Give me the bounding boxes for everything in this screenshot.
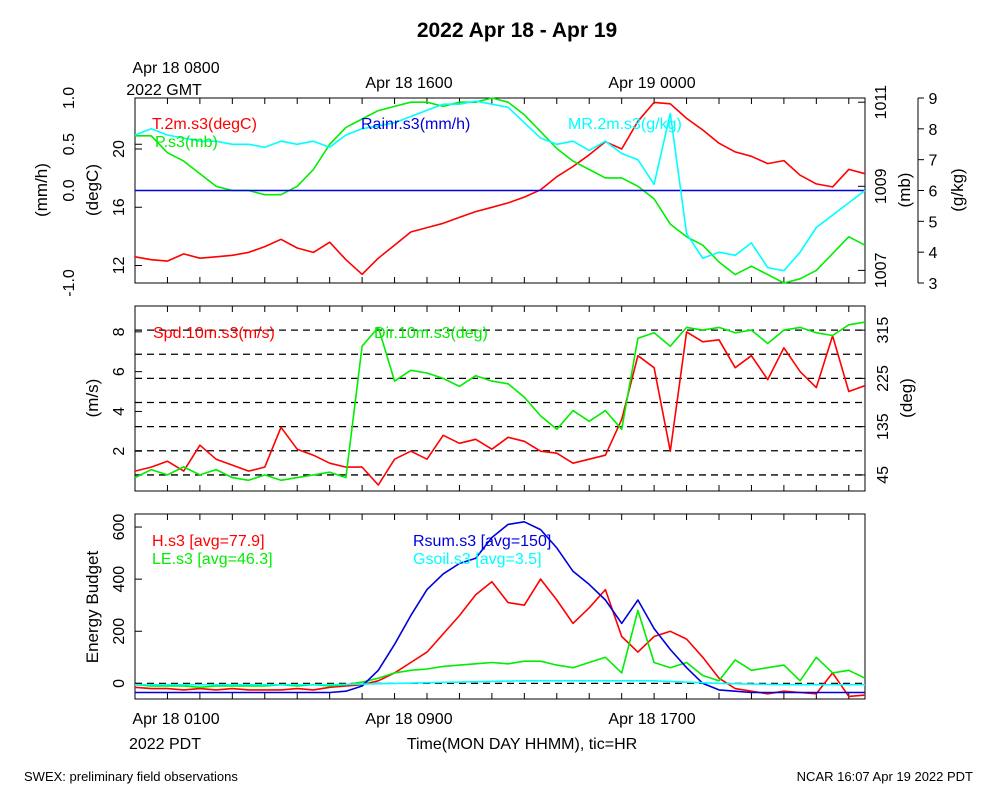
series-lines [134, 97, 866, 698]
y-axis-label-temp: (degC) [83, 164, 102, 216]
legend-pressure: P.s3(mb) [155, 134, 218, 151]
y-tick-label: 4 [111, 407, 128, 416]
y-tick-label: 6 [929, 184, 938, 201]
y-axis-label-pressure: (mb) [895, 173, 914, 208]
y-tick-label: 2 [111, 447, 128, 456]
y-tick-label: 135 [875, 413, 892, 440]
y-axis-label-rain: (mm/h) [32, 163, 51, 217]
y-tick-label: 225 [875, 365, 892, 392]
series-line-bottom-0 [134, 578, 866, 698]
y-tick-label: 8 [111, 327, 128, 336]
y-tick-label: 5 [929, 214, 938, 231]
y-tick-label: 0.5 [61, 133, 78, 155]
y-tick-label: 1009 [873, 168, 890, 204]
y-tick-label: 1.0 [61, 87, 78, 109]
bottom-time-mid: Apr 18 0900 [365, 711, 452, 728]
top-time-start-line1: Apr 18 0800 [132, 60, 219, 77]
axis-ticks: -1.00.00.51.0121620100710091011345678924… [61, 85, 938, 699]
y-tick-label: 12 [111, 257, 128, 275]
legend-wind-speed: Spd.10m.s3(m/s) [153, 325, 275, 342]
legend-sensible-heat: H.s3 [avg=77.9] [152, 533, 265, 550]
bottom-time-start-line1: Apr 18 0100 [132, 711, 219, 728]
top-time-mid: Apr 18 1600 [365, 75, 452, 92]
series-line-middle-1 [134, 321, 866, 482]
x-axis-label: Time(MON DAY HHMM), tic=HR [407, 736, 637, 753]
footer-right: NCAR 16:07 Apr 19 2022 PDT [797, 769, 973, 784]
legend-mixing-ratio: MR.2m.s3(g/kg) [568, 116, 682, 133]
y-tick-label: 6 [111, 367, 128, 376]
legend-rain-rate: Rainr.s3(mm/h) [361, 116, 470, 133]
legend-wind-direction: Dir.10m.s3(deg) [374, 325, 488, 342]
axis-labels: (mm/h) (degC) (mb) (g/kg) (m/s) (deg) Energy B… [32, 163, 967, 663]
y-tick-label: 8 [929, 122, 938, 139]
y-axis-label-mr: (g/kg) [948, 168, 967, 211]
bottom-time-end: Apr 18 1700 [608, 711, 695, 728]
y-tick-label: 3 [929, 276, 938, 293]
chart-title: 2022 Apr 18 - Apr 19 [417, 19, 617, 42]
series-line-middle-0 [134, 331, 866, 486]
y-tick-label: 9 [929, 91, 938, 108]
legend-temperature: T.2m.s3(degC) [152, 116, 257, 133]
legend-soil-heat: Gsoil.s3 [avg=3.5] [413, 551, 542, 568]
y-tick-label: 0 [111, 679, 128, 688]
y-tick-label: 0.0 [61, 179, 78, 201]
series-line-top-3 [134, 100, 866, 272]
reference-lines [135, 329, 865, 685]
bottom-time-start-line2: 2022 PDT [129, 736, 201, 753]
y-axis-label-dir: (deg) [897, 378, 916, 418]
middle-panel-frame [134, 305, 866, 492]
series-line-bottom-3 [135, 679, 865, 686]
footer-left: SWEX: preliminary field observations [24, 769, 238, 784]
y-tick-label: 400 [111, 566, 128, 593]
y-tick-label: 4 [929, 245, 938, 262]
series-line-top-1 [135, 97, 866, 284]
series-line-bottom-1 [134, 609, 866, 689]
series-line-top-0 [134, 101, 866, 276]
y-tick-label: 7 [929, 153, 938, 170]
top-time-end: Apr 19 0000 [608, 75, 695, 92]
legend-latent-heat: LE.s3 [avg=46.3] [152, 551, 273, 568]
y-tick-label: 200 [111, 618, 128, 645]
series-line-bottom-2 [135, 520, 865, 694]
y-tick-label: -1.0 [61, 269, 78, 297]
y-tick-label: 20 [111, 140, 128, 158]
y-tick-label: 1007 [873, 252, 890, 288]
legend-net-radiation: Rsum.s3 [avg=150] [413, 533, 551, 550]
y-tick-label: 1011 [873, 85, 890, 120]
y-axis-label-spd: (m/s) [83, 379, 102, 418]
y-axis-label-energy: Energy Budget [83, 550, 102, 663]
y-tick-label: 45 [875, 466, 892, 484]
y-tick-label: 600 [111, 514, 128, 541]
top-time-start-line2: 2022 GMT [126, 82, 202, 99]
bottom-panel-frame [134, 513, 866, 700]
y-tick-label: 16 [111, 198, 128, 216]
y-tick-label: 315 [875, 317, 892, 344]
